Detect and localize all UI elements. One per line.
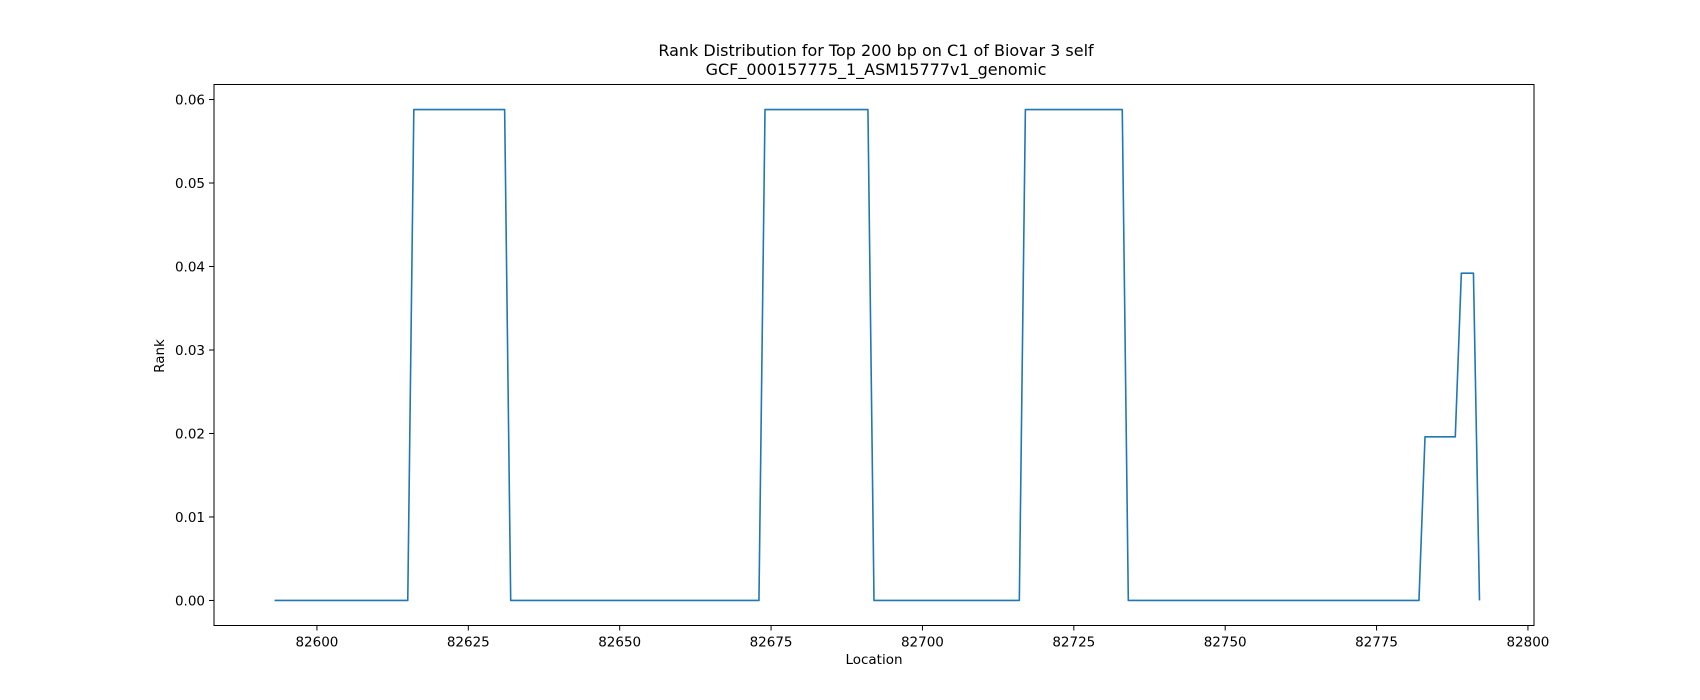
x-tick-label: 82775 <box>1355 635 1398 651</box>
series-line-0 <box>274 108 1481 602</box>
x-tick-label: 82625 <box>447 635 490 651</box>
y-tick-label: 0.01 <box>175 510 205 526</box>
x-tick-label: 82650 <box>598 635 641 651</box>
y-axis-label: Rank <box>152 339 168 373</box>
y-tick-label: 0.05 <box>175 176 205 192</box>
x-tick-label: 82800 <box>1506 635 1549 651</box>
y-tick-label: 0.06 <box>175 93 205 109</box>
series-group <box>274 108 1481 602</box>
y-tick-label: 0.03 <box>175 343 205 359</box>
y-tick-label: 0.02 <box>175 426 205 442</box>
plot-area-frame <box>213 84 1535 626</box>
y-tick-label: 0.04 <box>175 260 205 276</box>
x-axis: 82600 82625 82650 82675 82700 82725 82750 82775… <box>295 625 1549 651</box>
x-tick-label: 82675 <box>750 635 793 651</box>
x-tick-label: 82725 <box>1052 635 1095 651</box>
y-tick-label: 0.00 <box>175 593 205 609</box>
x-tick-label: 82700 <box>901 635 944 651</box>
y-axis: 0.00 0.01 0.02 0.03 0.04 0.05 0.06 <box>175 93 214 609</box>
chart-title-line2: GCF_000157775_1_ASM15777v1_genomic <box>706 60 1047 80</box>
x-axis-label: Location <box>845 652 902 668</box>
x-tick-label: 82750 <box>1204 635 1247 651</box>
chart-title-line1: Rank Distribution for Top 200 bp on C1 o… <box>658 41 1094 60</box>
x-tick-label: 82600 <box>295 635 338 651</box>
